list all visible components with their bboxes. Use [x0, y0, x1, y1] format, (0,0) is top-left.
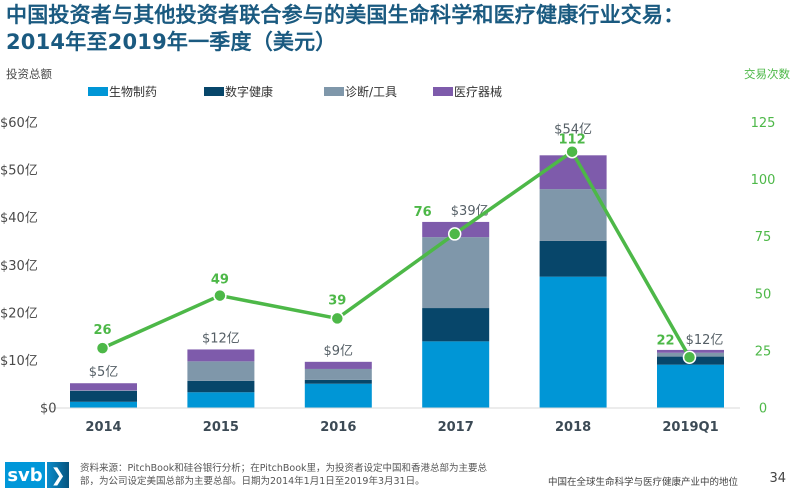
bar-total-label: $9亿	[324, 344, 354, 359]
bar-total-label: $54亿	[554, 122, 592, 137]
y-axis-right-title: 交易次数	[744, 67, 790, 81]
y-axis-left-tick: $20亿	[0, 306, 38, 321]
bar-segment-digital-health-2017	[422, 308, 490, 342]
bar-segment-biopharma-2015	[187, 392, 255, 408]
bar-segment-medical-devices-2016	[304, 361, 372, 369]
bar-segment-biopharma-2014	[70, 401, 137, 408]
bar-segment-diagnostics-tools-2016	[304, 368, 372, 380]
legend-label-medical-devices: 医疗器械	[454, 85, 503, 99]
bar-segment-digital-health-2014	[70, 390, 137, 402]
y-axis-right-tick: 75	[755, 230, 772, 245]
y-axis-left-title: 投资总额	[6, 67, 52, 81]
bar-segment-medical-devices-2018	[539, 155, 607, 190]
legend-label-biopharma: 生物制药	[109, 85, 158, 99]
svb-logo: svb ❯	[5, 462, 69, 488]
legend-item-biopharma: 生物制药	[88, 83, 157, 100]
deal-count-label: 76	[414, 205, 432, 220]
deal-count-point	[213, 288, 227, 303]
chart-plot: $0 $10亿 $20亿 $30亿 $40亿 $50亿 $60亿 0 25 50 75 100 125 2…	[0, 116, 776, 435]
bar-segment-digital-health-2015	[187, 380, 255, 393]
bar-total-label: $39亿	[451, 204, 489, 219]
x-axis-tick: 2014	[85, 420, 121, 435]
x-axis-tick: 2017	[438, 420, 474, 435]
x-axis-tick: 2019Q1	[662, 420, 718, 435]
legend-item-diagnostics-tools: 诊断/工具	[324, 83, 397, 100]
x-axis-tick: 2015	[203, 420, 239, 435]
bar-segment-diagnostics-tools-2018	[539, 189, 607, 241]
y-axis-left-tick: $40亿	[0, 211, 38, 226]
x-axis-tick: 2018	[555, 420, 591, 435]
bar-segment-digital-health-2018	[539, 240, 607, 277]
y-axis-right-tick: 25	[755, 344, 772, 359]
y-axis-right-tick: 50	[755, 287, 772, 302]
deal-count-label: 22	[656, 333, 674, 348]
deal-count-label: 39	[328, 293, 346, 308]
bar-segment-biopharma-2016	[304, 383, 372, 408]
bar-segment-biopharma-2017	[422, 341, 490, 408]
source-note: 资料来源：PitchBook和硅谷银行分析；在PitchBook里，为投资者设定…	[80, 463, 488, 487]
deal-count-point	[95, 341, 110, 355]
y-axis-right-tick: 100	[751, 173, 776, 188]
bar-total-label: $12亿	[686, 333, 724, 348]
y-axis-left-tick: $10亿	[0, 354, 38, 369]
y-axis-left-tick: $0	[40, 402, 57, 417]
bar-segment-diagnostics-tools-2017	[422, 237, 490, 309]
chart-title-line-1: 中国投资者与其他投资者联合参与的美国生命科学和医疗健康行业交易：	[6, 3, 685, 27]
y-axis-left-tick: $30亿	[0, 259, 38, 274]
chevron-right-icon: ❯	[47, 462, 69, 488]
deal-count-point	[447, 227, 462, 241]
x-axis-tick: 2016	[320, 420, 356, 435]
bar-segment-medical-devices-2015	[187, 349, 255, 362]
bar-segment-diagnostics-tools-2015	[187, 361, 255, 381]
legend-label-diagnostics-tools: 诊断/工具	[345, 85, 398, 99]
bar-total-label: $5亿	[89, 365, 119, 380]
y-axis-right-tick: 125	[751, 116, 776, 131]
legend-swatch-digital-health	[204, 87, 224, 96]
footer-report-title: 中国在全球生命科学与医疗健康产业中的地位	[548, 477, 739, 488]
bar-segment-digital-health-2016	[304, 379, 372, 384]
svb-logo-text: svb	[5, 462, 45, 488]
legend-swatch-diagnostics-tools	[324, 87, 344, 96]
deal-count-point	[565, 144, 579, 159]
bar-segment-medical-devices-2014	[70, 383, 137, 391]
bar-total-label: $12亿	[202, 331, 240, 346]
bar-segment-biopharma-2018	[539, 276, 607, 408]
deal-count-point	[682, 350, 697, 365]
legend-swatch-medical-devices	[433, 87, 453, 96]
bar-segment-biopharma-2019Q1	[657, 364, 724, 408]
legend-item-digital-health: 数字健康	[204, 83, 273, 100]
legend-label-digital-health: 数字健康	[225, 85, 274, 99]
deal-count-label: 49	[211, 273, 229, 288]
y-axis-left-tick: $50亿	[0, 164, 38, 179]
deal-count-point	[330, 311, 345, 326]
legend-item-medical-devices: 医疗器械	[433, 83, 502, 100]
deal-count-label: 112	[559, 133, 586, 148]
deal-count-line	[101, 149, 692, 359]
chart-title: 中国投资者与其他投资者联合参与的美国生命科学和医疗健康行业交易： 2014年至2…	[6, 2, 684, 56]
legend-swatch-biopharma	[88, 87, 108, 96]
y-axis-left-tick: $60亿	[0, 116, 38, 131]
deal-count-label: 26	[93, 323, 111, 338]
page-number: 34	[769, 471, 786, 486]
chart-title-line-2: 2014年至2019年一季度（美元）	[6, 30, 337, 54]
y-axis-right-tick: 0	[759, 402, 767, 417]
